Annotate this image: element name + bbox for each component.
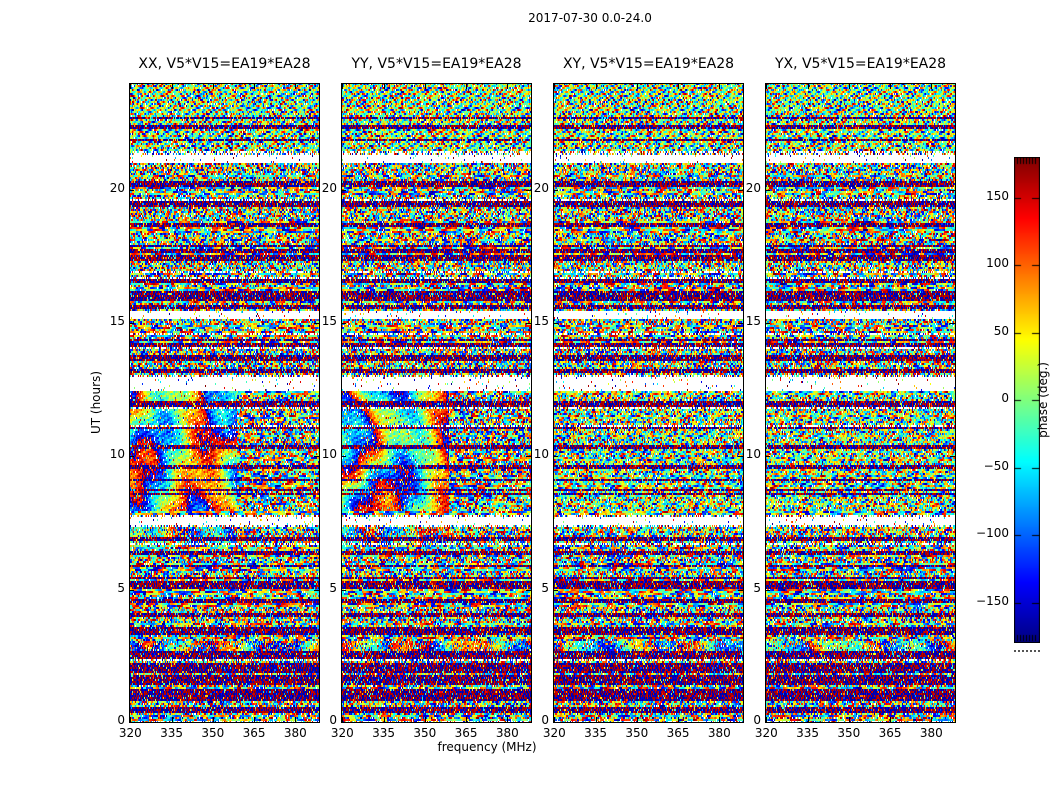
colorbar bbox=[1014, 157, 1040, 643]
x-tick-label: 350 bbox=[837, 726, 861, 740]
y-tick-label: 5 bbox=[117, 580, 125, 595]
y-tick-label: 20 bbox=[321, 180, 337, 195]
panel-title-xx: XX, V5*V15=EA19*EA28 bbox=[138, 56, 311, 72]
x-tick-label: 320 bbox=[754, 726, 778, 740]
x-tick-label: 365 bbox=[666, 726, 690, 740]
x-tick-label: 380 bbox=[495, 726, 519, 740]
y-tick-label: 0 bbox=[117, 713, 125, 727]
heatmap-panel-yx bbox=[765, 83, 956, 723]
x-tick-label: 335 bbox=[160, 726, 184, 740]
y-tick-label: 15 bbox=[321, 314, 337, 328]
colorbar-tick-label: −150 bbox=[976, 593, 1009, 608]
colorbar-tick-label: −100 bbox=[976, 526, 1009, 540]
x-tick-label: 350 bbox=[201, 726, 225, 740]
x-tick-label: 320 bbox=[118, 726, 142, 740]
x-tick-label: 335 bbox=[372, 726, 396, 740]
x-tick-label: 320 bbox=[330, 726, 354, 740]
colorbar-tick-label: 150 bbox=[986, 188, 1009, 203]
y-tick-label: 5 bbox=[753, 580, 761, 595]
y-tick-label: 0 bbox=[541, 713, 549, 727]
panel-title-xy: XY, V5*V15=EA19*EA28 bbox=[562, 56, 735, 72]
heatmap-panel-yy bbox=[341, 83, 532, 723]
x-tick-label: 320 bbox=[542, 726, 566, 740]
y-axis-label: UT (hours) bbox=[89, 371, 103, 435]
colorbar-label: phase (deg.) bbox=[1036, 362, 1050, 438]
colorbar-tick-label: 100 bbox=[986, 256, 1009, 270]
colorbar-dotted-line bbox=[1014, 650, 1040, 652]
x-tick-label: 380 bbox=[919, 726, 943, 740]
x-tick-label: 365 bbox=[454, 726, 478, 740]
y-tick-label: 15 bbox=[109, 314, 125, 328]
x-axis-label: frequency (MHz) bbox=[437, 740, 537, 754]
panel-title-yx: YX, V5*V15=EA19*EA28 bbox=[774, 56, 947, 72]
y-tick-label: 5 bbox=[329, 580, 337, 595]
y-tick-label: 10 bbox=[109, 447, 125, 462]
x-tick-label: 350 bbox=[413, 726, 437, 740]
heatmap-panel-xx bbox=[129, 83, 320, 723]
x-tick-label: 365 bbox=[878, 726, 902, 740]
x-tick-label: 380 bbox=[283, 726, 307, 740]
x-tick-label: 380 bbox=[707, 726, 731, 740]
y-tick-label: 5 bbox=[541, 580, 549, 595]
y-tick-label: 0 bbox=[329, 713, 337, 727]
colorbar-tick-label: −50 bbox=[983, 458, 1009, 473]
panel-title-yy: YY, V5*V15=EA19*EA28 bbox=[351, 56, 522, 72]
figure-title: 2017-07-30 0.0-24.0 bbox=[528, 11, 652, 25]
y-tick-label: 20 bbox=[109, 180, 125, 195]
x-tick-label: 365 bbox=[242, 726, 266, 740]
heatmap-panel-xy bbox=[553, 83, 744, 723]
y-tick-label: 0 bbox=[753, 713, 761, 727]
y-tick-label: 15 bbox=[745, 314, 761, 328]
x-tick-label: 335 bbox=[584, 726, 608, 740]
y-tick-label: 20 bbox=[533, 180, 549, 195]
x-tick-label: 335 bbox=[796, 726, 820, 740]
y-tick-label: 20 bbox=[745, 180, 761, 195]
colorbar-tick-label: 50 bbox=[993, 323, 1009, 338]
x-tick-label: 350 bbox=[625, 726, 649, 740]
y-tick-label: 10 bbox=[321, 447, 337, 462]
y-tick-label: 15 bbox=[533, 314, 549, 328]
colorbar-tick-label: 0 bbox=[1001, 391, 1009, 405]
y-tick-label: 10 bbox=[533, 447, 549, 462]
y-tick-label: 10 bbox=[745, 447, 761, 462]
